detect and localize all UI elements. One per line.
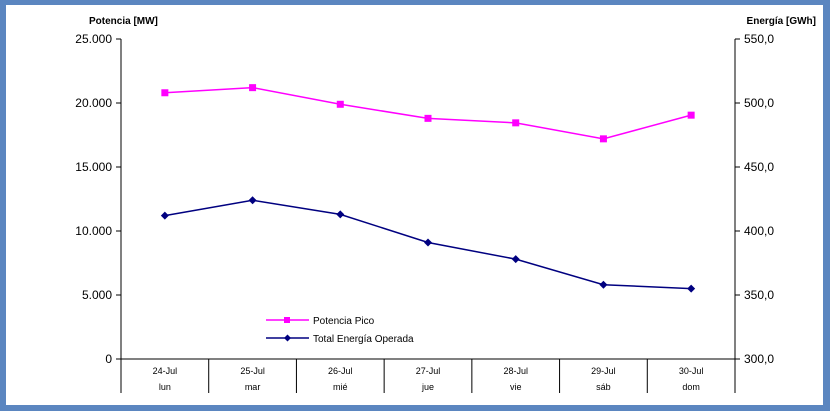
left-tick-label: 5.000: [82, 288, 112, 302]
left-axis-title: Potencia [MW]: [89, 16, 158, 27]
category-label: 30-Jul: [679, 366, 704, 376]
data-point-1: [336, 210, 345, 219]
category-sublabel: mar: [245, 382, 261, 392]
category-sublabel: dom: [682, 382, 700, 392]
category-sublabel: sáb: [596, 382, 611, 392]
left-tick-label: 25.000: [75, 32, 112, 46]
series-layer: [160, 84, 696, 293]
legend: Potencia Pico Total Energía Operada: [266, 316, 414, 345]
data-point-1: [160, 211, 169, 220]
series-line-0: [164, 86, 692, 140]
chart-panel: Potencia [MW] Energía [GWh] 0 5.000 10.000…: [6, 5, 823, 405]
right-tick-label: 550,0: [744, 32, 774, 46]
category-label: 24-Jul: [153, 366, 178, 376]
left-tick-label: 0: [105, 352, 112, 366]
category-label: 25-Jul: [240, 366, 265, 376]
data-point-1: [511, 255, 520, 264]
category-sublabel: lun: [159, 382, 171, 392]
line-chart: Potencia [MW] Energía [GWh] 0 5.000 10.000…: [75, 16, 816, 393]
category-label: 29-Jul: [591, 366, 616, 376]
category-label: 28-Jul: [503, 366, 528, 376]
data-point-0: [687, 111, 695, 119]
legend-marker-potencia: [284, 317, 290, 323]
right-tick-label: 400,0: [744, 224, 774, 238]
left-tick-label: 20.000: [75, 96, 112, 110]
data-point-0: [161, 89, 169, 97]
category-label: 27-Jul: [416, 366, 441, 376]
data-point-0: [512, 119, 520, 127]
left-tick-label: 15.000: [75, 160, 112, 174]
data-point-0: [249, 84, 257, 92]
data-point-1: [424, 238, 432, 247]
legend-label-energia: Total Energía Operada: [313, 334, 414, 345]
right-tick-label: 300,0: [744, 352, 774, 366]
right-tick-label: 450,0: [744, 160, 774, 174]
data-point-0: [336, 100, 344, 108]
right-tick-label: 350,0: [744, 288, 774, 302]
axes: 0 5.000 10.000 15.000 20.000 25.000 300,0 350,0…: [75, 32, 774, 393]
left-tick-label: 10.000: [75, 224, 112, 238]
data-point-1: [687, 284, 696, 293]
right-tick-label: 500,0: [744, 96, 774, 110]
right-axis-title: Energía [GWh]: [747, 16, 816, 27]
legend-marker-energia: [284, 334, 291, 342]
data-point-1: [248, 196, 257, 205]
category-sublabel: mié: [333, 382, 348, 392]
legend-label-potencia: Potencia Pico: [313, 316, 375, 327]
category-sublabel: jue: [421, 382, 434, 392]
data-point-1: [599, 280, 608, 289]
category-sublabel: vie: [510, 382, 522, 392]
data-point-0: [424, 114, 432, 122]
category-label: 26-Jul: [328, 366, 353, 376]
data-point-0: [599, 135, 607, 143]
